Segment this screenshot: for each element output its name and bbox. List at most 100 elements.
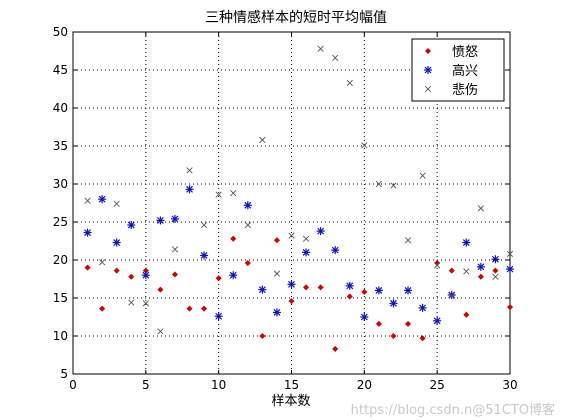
- data-point-series-1: [360, 313, 369, 321]
- data-point-series-1: [462, 238, 471, 247]
- data-point-series-2: [404, 237, 412, 244]
- data-point-series-0: [215, 275, 222, 282]
- data-point-series-1: [476, 262, 485, 271]
- x-axis-label: 样本数: [271, 394, 310, 409]
- data-point-series-1: [112, 238, 121, 247]
- data-point-series-0: [157, 286, 164, 293]
- data-point-series-1: [229, 271, 238, 280]
- y-tick-label: 30: [53, 177, 68, 191]
- data-point-series-0: [390, 332, 397, 340]
- y-tick-label: 15: [53, 291, 68, 305]
- data-point-series-2: [200, 221, 208, 229]
- chart-title: 三种情感样本的短时平均幅值: [205, 9, 387, 26]
- legend-marker: [424, 85, 432, 93]
- data-point-series-1: [491, 255, 500, 264]
- data-point-series-0: [84, 264, 91, 271]
- legend-label: 悲伤: [452, 82, 478, 98]
- data-point-series-0: [317, 284, 324, 291]
- x-tick-label: 0: [69, 378, 77, 392]
- data-point-series-2: [419, 172, 426, 179]
- data-point-series-0: [375, 320, 382, 327]
- data-point-series-1: [404, 286, 413, 295]
- data-point-series-1: [287, 280, 296, 289]
- data-point-series-0: [171, 271, 178, 278]
- y-tick-label: 25: [53, 215, 68, 229]
- data-point-series-2: [361, 142, 368, 149]
- data-point-series-1: [433, 316, 442, 325]
- data-point-series-0: [288, 298, 295, 305]
- data-point-series-0: [273, 237, 280, 244]
- data-point-series-0: [361, 288, 368, 295]
- x-tick-label: 25: [430, 378, 445, 392]
- data-point-series-0: [332, 345, 339, 352]
- data-point-series-1: [302, 248, 311, 257]
- data-point-series-1: [83, 228, 92, 237]
- watermark-text: https://blog.csdn.n@51CTO博客: [350, 403, 555, 418]
- data-point-series-2: [375, 180, 383, 188]
- data-point-series-0: [477, 273, 484, 280]
- data-point-series-0: [448, 267, 455, 274]
- data-point-series-1: [170, 214, 179, 223]
- data-point-series-1: [316, 227, 325, 236]
- data-point-series-1: [447, 290, 456, 299]
- data-point-series-2: [332, 54, 339, 61]
- data-point-series-0: [346, 293, 353, 300]
- x-tick-label: 30: [502, 378, 517, 392]
- data-point-series-0: [244, 260, 251, 267]
- y-tick-label: 45: [53, 63, 68, 77]
- data-point-series-1: [185, 185, 194, 194]
- data-point-series-1: [374, 286, 383, 295]
- legend-label: 高兴: [452, 63, 478, 79]
- data-point-series-1: [272, 308, 281, 317]
- data-point-series-2: [273, 270, 281, 277]
- data-point-series-2: [346, 79, 353, 87]
- legend-label: 愤怒: [452, 45, 478, 60]
- data-point-series-1: [98, 195, 107, 204]
- data-point-series-0: [113, 267, 120, 274]
- data-point-series-2: [113, 200, 120, 207]
- data-point-series-2: [288, 232, 295, 239]
- data-marks: [83, 45, 514, 352]
- y-tick-label: 5: [60, 367, 68, 381]
- data-point-series-0: [463, 311, 470, 318]
- data-point-series-0: [405, 320, 412, 327]
- x-tick-label: 15: [284, 378, 299, 392]
- data-point-series-1: [418, 303, 427, 312]
- data-point-series-0: [128, 273, 135, 280]
- data-point-series-1: [127, 221, 136, 230]
- data-point-series-2: [259, 136, 266, 144]
- data-point-series-1: [506, 265, 514, 274]
- data-point-series-0: [506, 304, 514, 311]
- data-point-series-1: [389, 299, 398, 308]
- data-point-series-0: [230, 235, 237, 242]
- data-point-series-2: [244, 221, 251, 229]
- data-point-series-1: [156, 216, 165, 225]
- data-point-series-1: [214, 312, 223, 321]
- data-point-series-2: [84, 197, 91, 204]
- data-point-series-2: [128, 299, 135, 306]
- data-point-series-2: [506, 250, 514, 258]
- data-point-series-2: [448, 292, 455, 299]
- legend-marker: [424, 47, 432, 55]
- data-point-series-2: [390, 182, 397, 189]
- y-tick-label: 50: [53, 25, 68, 39]
- y-tick-label: 35: [53, 139, 68, 153]
- data-point-series-2: [434, 262, 441, 269]
- data-point-series-1: [345, 281, 354, 290]
- x-tick-label: 20: [357, 378, 372, 392]
- data-point-series-1: [243, 201, 252, 210]
- data-point-series-0: [492, 267, 499, 274]
- data-point-series-0: [99, 305, 106, 312]
- data-point-series-2: [186, 167, 193, 174]
- data-point-series-2: [477, 205, 484, 212]
- y-tick-label: 40: [53, 101, 68, 115]
- data-point-series-2: [99, 259, 106, 266]
- data-point-series-1: [258, 285, 267, 294]
- data-point-series-1: [200, 251, 209, 260]
- data-point-series-0: [259, 332, 266, 340]
- x-tick-label: 5: [142, 378, 150, 392]
- data-point-series-0: [419, 335, 426, 342]
- data-point-series-0: [303, 284, 310, 291]
